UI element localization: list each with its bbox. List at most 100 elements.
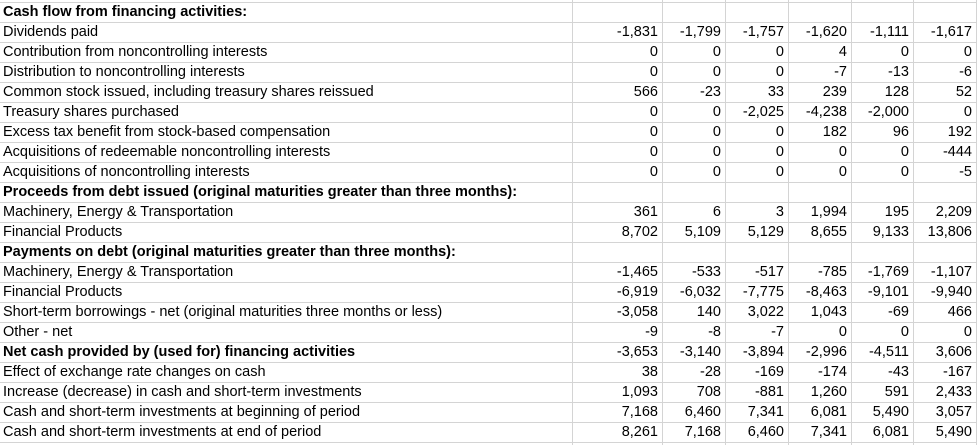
value-cell[interactable]: 195: [852, 203, 914, 223]
value-cell[interactable]: [663, 183, 726, 203]
row-label-cell[interactable]: Machinery, Energy & Transportation: [0, 263, 573, 283]
row-label-cell[interactable]: Proceeds from debt issued (original matu…: [0, 183, 573, 203]
value-cell[interactable]: -167: [914, 363, 977, 383]
value-cell[interactable]: 7,341: [789, 423, 852, 443]
value-cell[interactable]: 192: [914, 123, 977, 143]
value-cell[interactable]: -28: [663, 363, 726, 383]
row-label-cell[interactable]: Acquisitions of noncontrolling interests: [0, 163, 573, 183]
value-cell[interactable]: -1,831: [573, 23, 663, 43]
value-cell[interactable]: 0: [726, 163, 789, 183]
value-cell[interactable]: 0: [573, 63, 663, 83]
value-cell[interactable]: -9,101: [852, 283, 914, 303]
value-cell[interactable]: 0: [852, 143, 914, 163]
value-cell[interactable]: -8: [663, 323, 726, 343]
value-cell[interactable]: -3,653: [573, 343, 663, 363]
value-cell[interactable]: -1,757: [726, 23, 789, 43]
value-cell[interactable]: 361: [573, 203, 663, 223]
row-label-cell[interactable]: Cash flow from financing activities:: [0, 3, 573, 23]
value-cell[interactable]: 6: [663, 203, 726, 223]
value-cell[interactable]: 9,133: [852, 223, 914, 243]
value-cell[interactable]: 0: [726, 43, 789, 63]
value-cell[interactable]: 1,043: [789, 303, 852, 323]
value-cell[interactable]: -1,620: [789, 23, 852, 43]
value-cell[interactable]: 5,109: [663, 223, 726, 243]
value-cell[interactable]: 13,806: [914, 223, 977, 243]
value-cell[interactable]: -4,511: [852, 343, 914, 363]
value-cell[interactable]: 0: [789, 323, 852, 343]
row-label-cell[interactable]: Other - net: [0, 323, 573, 343]
value-cell[interactable]: 140: [663, 303, 726, 323]
value-cell[interactable]: 182: [789, 123, 852, 143]
value-cell[interactable]: -1,111: [852, 23, 914, 43]
row-label-cell[interactable]: Net cash provided by (used for) financin…: [0, 343, 573, 363]
value-cell[interactable]: 7,341: [726, 403, 789, 423]
value-cell[interactable]: [573, 183, 663, 203]
value-cell[interactable]: -1,465: [573, 263, 663, 283]
value-cell[interactable]: 1,260: [789, 383, 852, 403]
value-cell[interactable]: -2,000: [852, 103, 914, 123]
value-cell[interactable]: [573, 3, 663, 23]
value-cell[interactable]: -69: [852, 303, 914, 323]
value-cell[interactable]: 0: [573, 163, 663, 183]
row-label-cell[interactable]: Financial Products: [0, 283, 573, 303]
value-cell[interactable]: -9,940: [914, 283, 977, 303]
value-cell[interactable]: -1,107: [914, 263, 977, 283]
row-label-cell[interactable]: Excess tax benefit from stock-based comp…: [0, 123, 573, 143]
value-cell[interactable]: -3,140: [663, 343, 726, 363]
row-label-cell[interactable]: Acquisitions of redeemable noncontrollin…: [0, 143, 573, 163]
value-cell[interactable]: [789, 183, 852, 203]
value-cell[interactable]: [663, 243, 726, 263]
value-cell[interactable]: 466: [914, 303, 977, 323]
value-cell[interactable]: -9: [573, 323, 663, 343]
value-cell[interactable]: [573, 243, 663, 263]
value-cell[interactable]: 0: [573, 123, 663, 143]
value-cell[interactable]: -5: [914, 163, 977, 183]
row-label-cell[interactable]: Effect of exchange rate changes on cash: [0, 363, 573, 383]
value-cell[interactable]: 0: [852, 163, 914, 183]
value-cell[interactable]: 5,490: [852, 403, 914, 423]
row-label-cell[interactable]: Financial Products: [0, 223, 573, 243]
value-cell[interactable]: -43: [852, 363, 914, 383]
value-cell[interactable]: 0: [726, 63, 789, 83]
value-cell[interactable]: 1,994: [789, 203, 852, 223]
value-cell[interactable]: -174: [789, 363, 852, 383]
value-cell[interactable]: 0: [573, 143, 663, 163]
value-cell[interactable]: 6,460: [663, 403, 726, 423]
row-label-cell[interactable]: Common stock issued, including treasury …: [0, 83, 573, 103]
value-cell[interactable]: 3,057: [914, 403, 977, 423]
value-cell[interactable]: 0: [573, 103, 663, 123]
row-label-cell[interactable]: Increase (decrease) in cash and short-te…: [0, 383, 573, 403]
value-cell[interactable]: -6: [914, 63, 977, 83]
value-cell[interactable]: [852, 183, 914, 203]
value-cell[interactable]: 5,129: [726, 223, 789, 243]
value-cell[interactable]: 4: [789, 43, 852, 63]
value-cell[interactable]: -4,238: [789, 103, 852, 123]
value-cell[interactable]: -3,894: [726, 343, 789, 363]
value-cell[interactable]: [914, 183, 977, 203]
row-label-cell[interactable]: Dividends paid: [0, 23, 573, 43]
value-cell[interactable]: 1,093: [573, 383, 663, 403]
value-cell[interactable]: -169: [726, 363, 789, 383]
value-cell[interactable]: 7,168: [663, 423, 726, 443]
value-cell[interactable]: 0: [789, 163, 852, 183]
value-cell[interactable]: 2,209: [914, 203, 977, 223]
value-cell[interactable]: 6,460: [726, 423, 789, 443]
value-cell[interactable]: 3,022: [726, 303, 789, 323]
value-cell[interactable]: 6,081: [852, 423, 914, 443]
value-cell[interactable]: [663, 3, 726, 23]
value-cell[interactable]: -6,032: [663, 283, 726, 303]
value-cell[interactable]: 239: [789, 83, 852, 103]
value-cell[interactable]: [914, 243, 977, 263]
value-cell[interactable]: -2,996: [789, 343, 852, 363]
value-cell[interactable]: 8,261: [573, 423, 663, 443]
value-cell[interactable]: 8,655: [789, 223, 852, 243]
value-cell[interactable]: 0: [726, 143, 789, 163]
value-cell[interactable]: [914, 3, 977, 23]
value-cell[interactable]: 128: [852, 83, 914, 103]
value-cell[interactable]: -7: [726, 323, 789, 343]
value-cell[interactable]: -8,463: [789, 283, 852, 303]
value-cell[interactable]: 5,490: [914, 423, 977, 443]
row-label-cell[interactable]: Treasury shares purchased: [0, 103, 573, 123]
value-cell[interactable]: 3,606: [914, 343, 977, 363]
value-cell[interactable]: [852, 243, 914, 263]
